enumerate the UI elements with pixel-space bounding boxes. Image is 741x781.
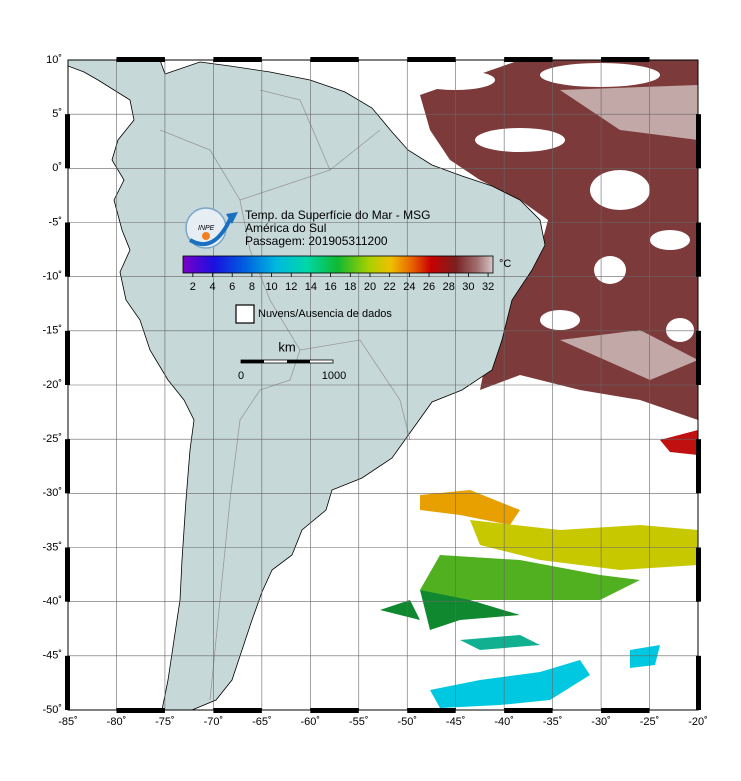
y-tick-label: -40˚	[42, 596, 62, 608]
x-tick-label: -65˚	[252, 716, 272, 728]
x-tick-label: -35˚	[543, 716, 563, 728]
x-tick-label: -75˚	[155, 716, 175, 728]
logo: INPE	[185, 207, 238, 249]
sst-cyan	[430, 645, 660, 708]
frame-bar	[65, 114, 70, 169]
colorbar-tick-label: 14	[305, 281, 317, 293]
logo-text: INPE	[198, 225, 215, 232]
x-tick-label: -70˚	[204, 716, 224, 728]
frame-bar	[696, 547, 701, 602]
x-tick-label: -45˚	[446, 716, 466, 728]
subtitle: América do Sul	[245, 221, 326, 235]
y-tick-label: -25˚	[42, 433, 62, 445]
frame-bar	[696, 439, 701, 494]
colorbar-tick-label: 6	[229, 281, 235, 293]
sst-yellow	[470, 520, 698, 570]
colorbar-tick-label: 4	[209, 281, 215, 293]
frame-bar	[696, 222, 701, 277]
colorbar-unit: °C	[499, 258, 511, 270]
frame-bar	[407, 708, 456, 713]
legend-label: Nuvens/Ausencia de dados	[258, 308, 392, 320]
colorbar-tick-label: 12	[285, 281, 297, 293]
x-tick-label: -60˚	[301, 716, 321, 728]
x-tick-label: -55˚	[349, 716, 369, 728]
colorbar-ticks: 2 4 6 8 10 12 14 16 18 20 22 24 26 28 30 32	[190, 273, 494, 293]
x-tick-label: -85˚	[58, 716, 78, 728]
frame-bars	[65, 57, 701, 713]
frame-bar	[310, 708, 359, 713]
title: Temp. da Superfície do Mar - MSG	[245, 208, 430, 222]
colorbar-tick-label: 8	[249, 281, 255, 293]
frame-bar	[696, 114, 701, 169]
frame-bar	[65, 330, 70, 385]
frame-bar	[116, 708, 165, 713]
y-tick-label: -5˚	[49, 216, 62, 228]
frame-bar	[65, 439, 70, 494]
frame-bar	[696, 330, 701, 385]
y-tick-label: -10˚	[42, 271, 62, 283]
y-tick-label: 0˚	[52, 162, 62, 174]
colorbar-tick-label: 16	[324, 281, 336, 293]
x-tick-label: -50˚	[397, 716, 417, 728]
frame-bar	[504, 708, 553, 713]
y-tick-label: -15˚	[42, 325, 62, 337]
y-tick-label: 10˚	[46, 54, 62, 66]
y-tick-label: -50˚	[42, 704, 62, 716]
sst-pale	[560, 85, 698, 380]
frame-bar	[116, 57, 165, 62]
colorbar-tick-label: 24	[403, 281, 415, 293]
frame-bar	[65, 547, 70, 602]
frame-bar	[65, 655, 70, 710]
frame-bar	[65, 222, 70, 277]
y-tick-label: -35˚	[42, 541, 62, 553]
cloud-gaps	[415, 63, 694, 342]
pass-time: Passagem: 201905311200	[245, 234, 388, 248]
sst-dgreen	[380, 590, 520, 630]
scale-label: 0	[238, 370, 244, 382]
frame-bar	[504, 57, 553, 62]
scale-bar	[240, 359, 334, 364]
borders	[159, 89, 411, 701]
scale-label: 1000	[322, 370, 346, 382]
sst-warm	[420, 60, 698, 420]
y-tick-label: -30˚	[42, 487, 62, 499]
frame-bar	[601, 57, 650, 62]
frame-bar	[213, 57, 262, 62]
frame-bar	[310, 57, 359, 62]
colorbar-tick-label: 22	[384, 281, 396, 293]
legend-swatch	[235, 304, 255, 324]
colorbar-tick-label: 2	[190, 281, 196, 293]
x-tick-label: -25˚	[640, 716, 660, 728]
x-tick-label: -40˚	[494, 716, 514, 728]
colorbar-tick-label: 28	[443, 281, 455, 293]
y-tick-label: -20˚	[42, 379, 62, 391]
sst-red	[660, 430, 698, 455]
x-tick-label: -80˚	[107, 716, 127, 728]
frame-bar	[213, 708, 262, 713]
x-tick-label: -30˚	[591, 716, 611, 728]
x-tick-label: -20˚	[688, 716, 708, 728]
colorbar-tick-label: 10	[265, 281, 277, 293]
colorbar-tick-label: 18	[344, 281, 356, 293]
colorbar	[182, 255, 494, 274]
frame-bar	[601, 708, 650, 713]
scale-unit: km	[278, 339, 295, 354]
graticule	[67, 59, 699, 711]
colorbar-tick-label: 32	[482, 281, 494, 293]
frame-bar	[696, 655, 701, 710]
colorbar-tick-label: 30	[462, 281, 474, 293]
colorbar-tick-label: 26	[423, 281, 435, 293]
y-tick-label: -45˚	[42, 650, 62, 662]
colorbar-tick-label: 20	[364, 281, 376, 293]
sst-green	[420, 555, 640, 600]
y-tick-label: 5˚	[52, 108, 62, 120]
frame-bar	[407, 57, 456, 62]
sst-teal	[460, 635, 540, 650]
sst-orange	[420, 490, 520, 525]
